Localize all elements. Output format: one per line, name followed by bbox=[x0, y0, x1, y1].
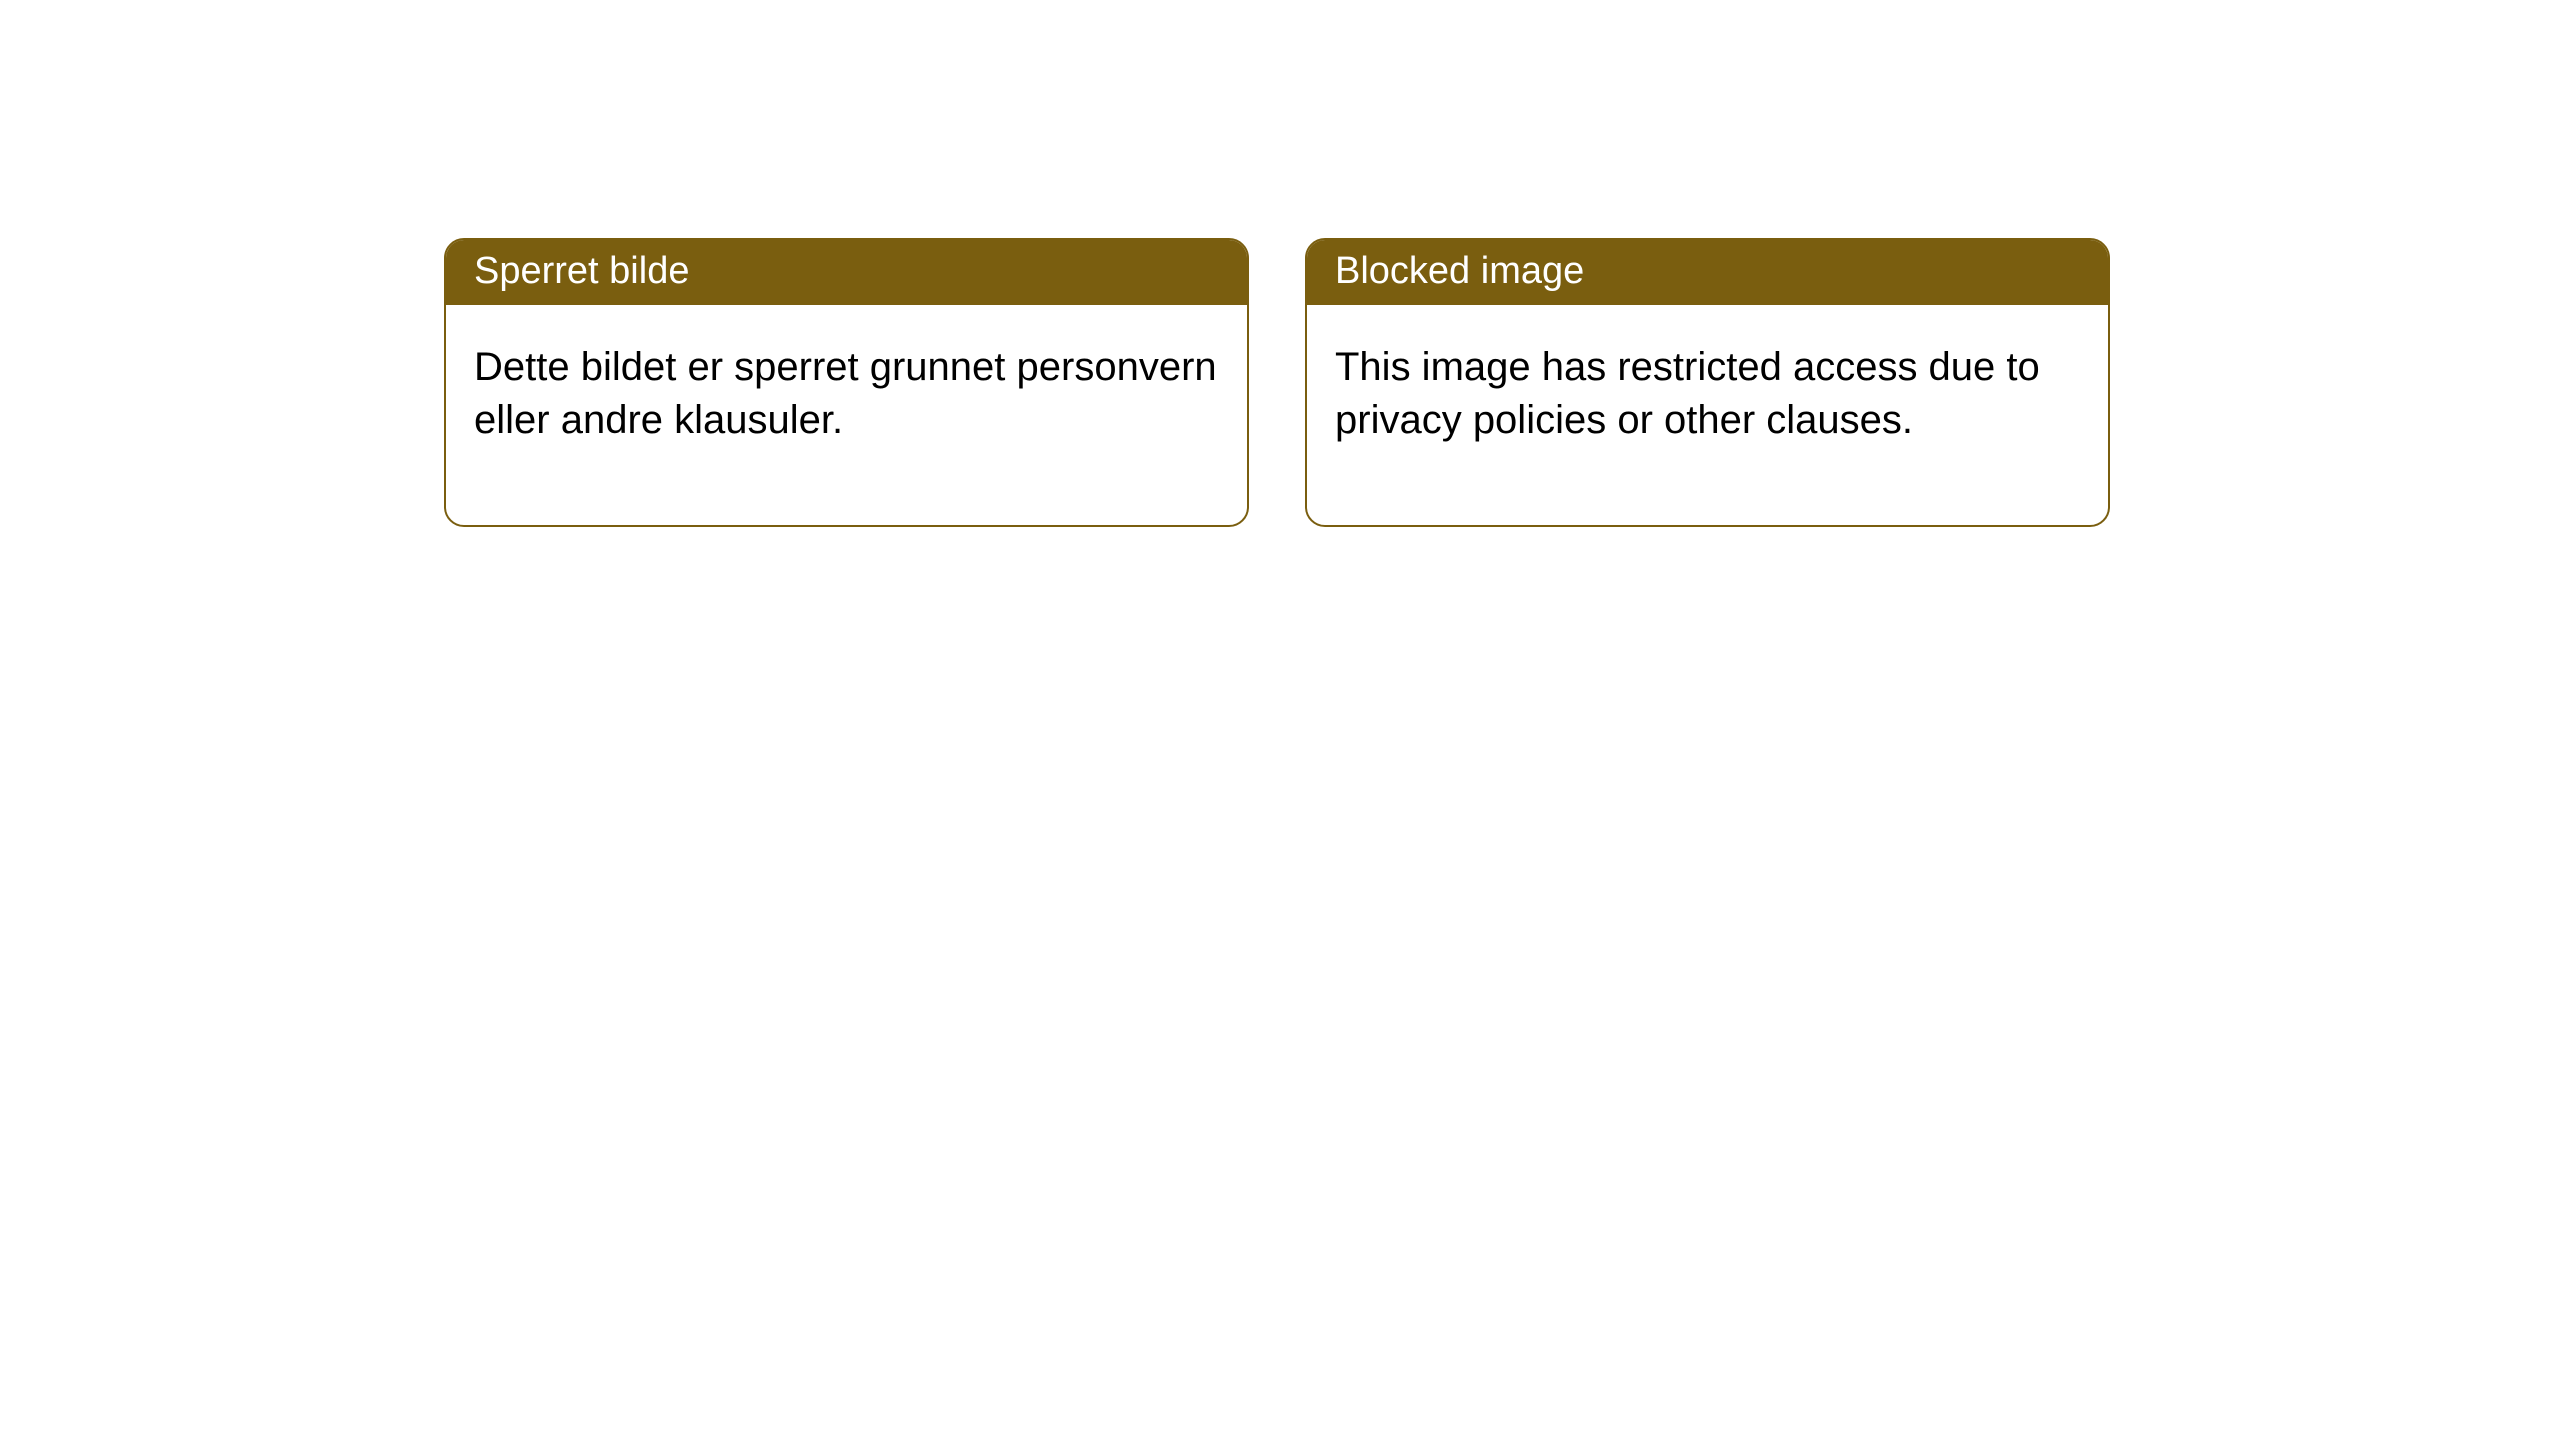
notice-box-english: Blocked image This image has restricted … bbox=[1305, 238, 2110, 527]
notice-box-norwegian: Sperret bilde Dette bildet er sperret gr… bbox=[444, 238, 1249, 527]
notice-body-norwegian: Dette bildet er sperret grunnet personve… bbox=[446, 305, 1247, 525]
notice-title-english: Blocked image bbox=[1307, 240, 2108, 305]
notice-body-english: This image has restricted access due to … bbox=[1307, 305, 2108, 525]
notice-title-norwegian: Sperret bilde bbox=[446, 240, 1247, 305]
notice-container: Sperret bilde Dette bildet er sperret gr… bbox=[0, 0, 2560, 527]
